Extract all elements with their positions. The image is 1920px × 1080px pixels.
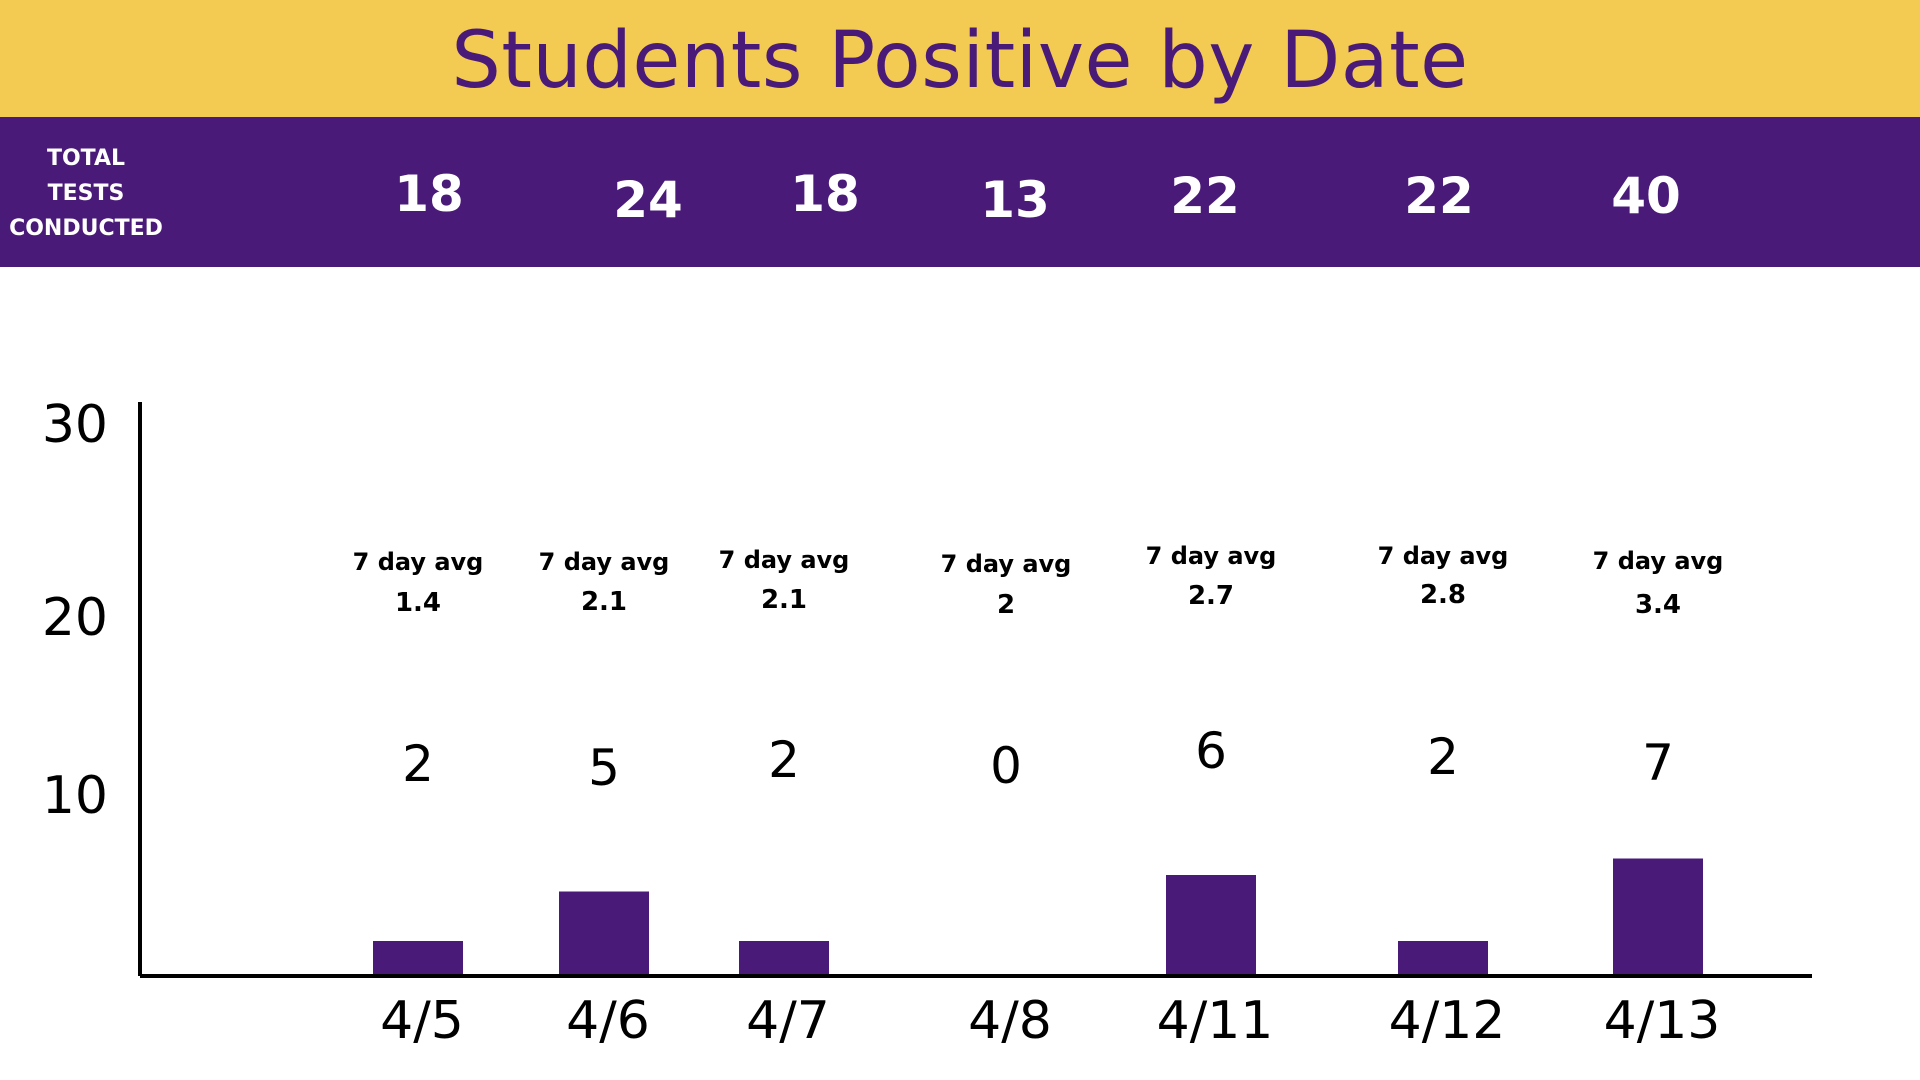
bar-4-5: [373, 941, 463, 974]
bar-4-13: [1613, 858, 1703, 974]
total-tests-label: TOTAL TESTS CONDUCTED: [0, 141, 172, 246]
value-label: 5: [588, 739, 620, 797]
y-tick-label: 30: [42, 395, 108, 455]
x-tick-label: 4/7: [746, 991, 830, 1051]
test-count-4-7: 18: [790, 165, 860, 223]
bar-4-7: [739, 941, 829, 974]
test-count-4-6: 24: [613, 171, 683, 229]
seven-day-avg-label: 7 day avg: [353, 548, 484, 576]
seven-day-avg-value: 2.7: [1188, 581, 1234, 611]
seven-day-avg-value: 1.4: [395, 588, 441, 618]
total-tests-label-line: CONDUCTED: [9, 216, 163, 241]
seven-day-avg-label: 7 day avg: [539, 548, 670, 576]
x-tick-label: 4/8: [968, 991, 1052, 1051]
seven-day-avg-label: 7 day avg: [1146, 542, 1277, 570]
y-tick-label: 20: [42, 588, 108, 648]
x-tick-label: 4/5: [380, 991, 464, 1051]
test-count-4-12: 22: [1404, 167, 1474, 225]
seven-day-avg-value: 2.1: [581, 587, 627, 617]
total-tests-banner: TOTAL TESTS CONDUCTED 18 24 18 13 22 22 …: [0, 117, 1920, 267]
x-tick-label: 4/13: [1604, 991, 1721, 1051]
seven-day-avg-label: 7 day avg: [1378, 542, 1509, 570]
x-tick-label: 4/12: [1389, 991, 1506, 1051]
total-tests-label-line: TESTS: [47, 181, 125, 206]
value-label: 2: [1427, 728, 1459, 786]
title-banner: Students Positive by Date: [0, 0, 1920, 117]
value-label: 0: [990, 737, 1022, 795]
test-count-4-11: 22: [1170, 167, 1240, 225]
bar-4-11: [1166, 875, 1256, 974]
x-tick-label: 4/11: [1157, 991, 1274, 1051]
total-tests-label-line: TOTAL: [46, 146, 126, 171]
test-count-4-13: 40: [1611, 167, 1681, 225]
seven-day-avg-value: 3.4: [1635, 590, 1681, 620]
value-label: 2: [768, 731, 800, 789]
page-title: Students Positive by Date: [451, 15, 1469, 106]
bar-4-6: [559, 891, 649, 974]
seven-day-avg-value: 2.8: [1420, 580, 1466, 610]
bar-4-12: [1398, 941, 1488, 974]
seven-day-avg-value: 2.1: [761, 585, 807, 615]
y-tick-label: 10: [42, 766, 108, 826]
seven-day-avg-label: 7 day avg: [719, 546, 850, 574]
x-tick-label: 4/6: [566, 991, 650, 1051]
test-count-4-5: 18: [394, 165, 464, 223]
value-label: 6: [1195, 722, 1227, 780]
test-count-4-8: 13: [980, 171, 1050, 229]
value-label: 7: [1642, 734, 1674, 792]
seven-day-avg-label: 7 day avg: [1593, 547, 1724, 575]
value-label: 2: [402, 735, 434, 793]
seven-day-avg-value: 2: [997, 590, 1015, 620]
seven-day-avg-label: 7 day avg: [941, 550, 1072, 578]
